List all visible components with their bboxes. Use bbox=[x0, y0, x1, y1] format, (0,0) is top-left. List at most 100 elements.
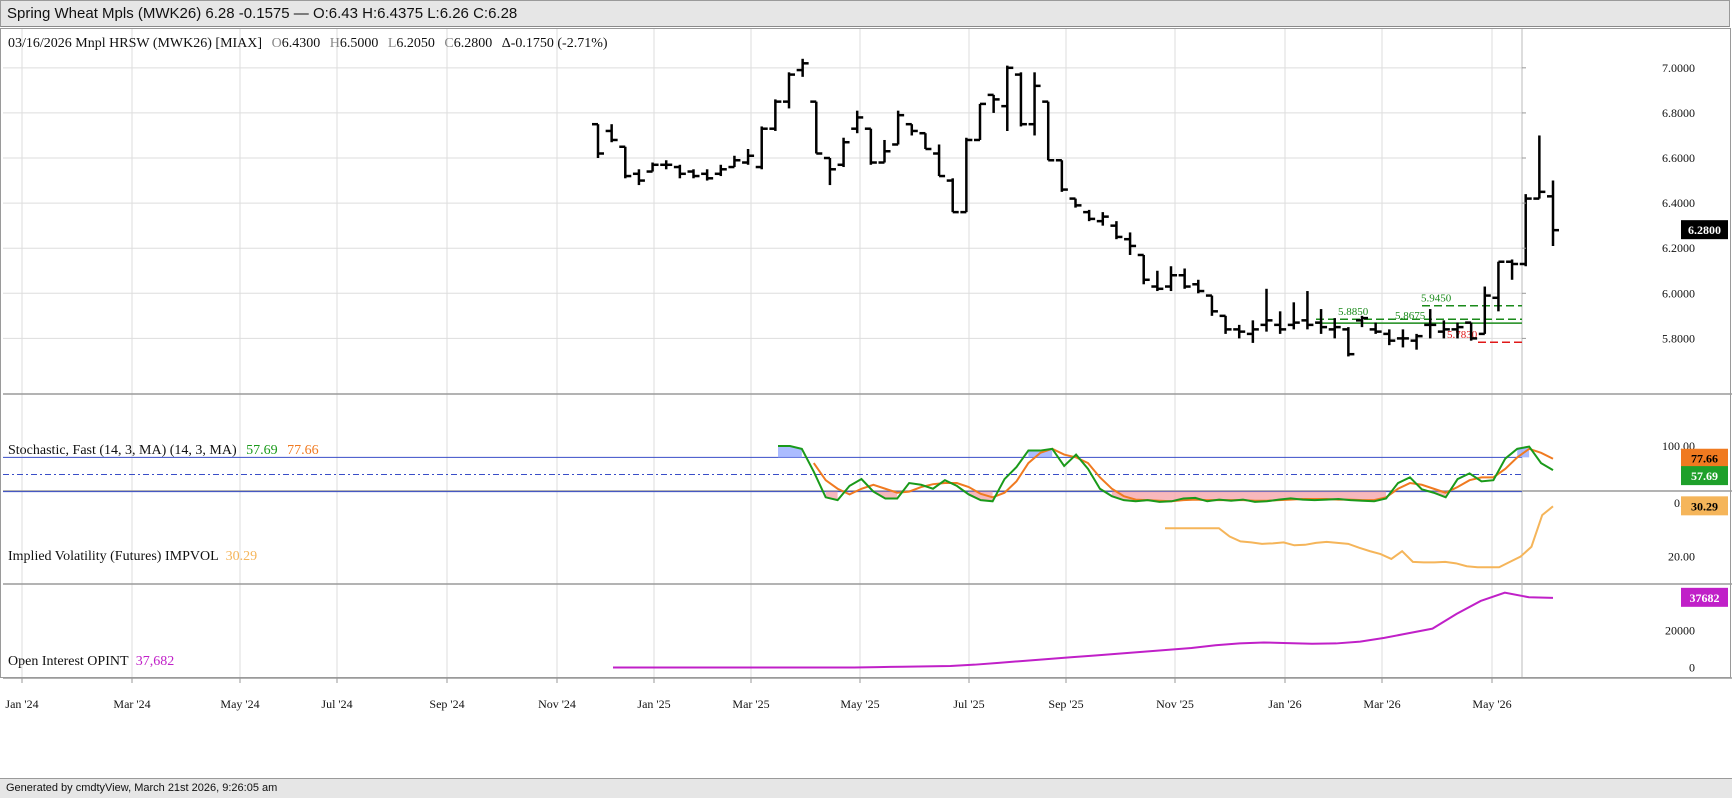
ohlc-bar bbox=[796, 58, 809, 77]
ohlc-bar bbox=[1301, 291, 1314, 330]
iv-header-value: 30.29 bbox=[226, 549, 258, 564]
x-tick-label: Jul '24 bbox=[321, 697, 352, 711]
ohlc-bar bbox=[1533, 135, 1546, 200]
ohlc-bar bbox=[919, 131, 932, 151]
oi-header-value: 37,682 bbox=[136, 654, 175, 669]
price-level-label: 5.8675 bbox=[1395, 310, 1426, 322]
ohlc-bar bbox=[1465, 321, 1478, 341]
price-level-label: 5.8850 bbox=[1338, 306, 1369, 318]
ohlc-bar bbox=[851, 110, 864, 134]
iv-line bbox=[1165, 505, 1554, 569]
ohlc-bar bbox=[1506, 259, 1519, 280]
badge-iv: 30.29 bbox=[1691, 499, 1718, 513]
price-header-change: Δ-0.1750 (-2.71%) bbox=[502, 36, 608, 51]
price-header-open: 6.4300 bbox=[282, 36, 321, 51]
x-tick-label: Jul '25 bbox=[953, 697, 984, 711]
price-panel-bg bbox=[3, 28, 1684, 394]
ohlc-bar bbox=[960, 137, 973, 214]
x-tick-label: Jan '25 bbox=[637, 697, 670, 711]
ohlc-bar bbox=[1055, 159, 1068, 192]
stoch-header: Stochastic, Fast (14, 3, MA) (14, 3, MA)… bbox=[8, 443, 319, 458]
ohlc-bar bbox=[1001, 65, 1014, 131]
ohlc-bar bbox=[974, 102, 986, 142]
ohlc-bar bbox=[1178, 268, 1191, 289]
ohlc-bar bbox=[823, 156, 836, 186]
x-tick-label: Sep '25 bbox=[1048, 697, 1083, 711]
panel-separators bbox=[0, 28, 1732, 679]
ohlc-bar bbox=[1083, 209, 1096, 222]
ohlc-bar bbox=[673, 164, 686, 179]
ohlc-bar bbox=[1219, 314, 1232, 334]
stoch-oversold-fill bbox=[873, 491, 898, 499]
stoch-k-line bbox=[778, 445, 1554, 503]
ohlc-bar bbox=[1396, 329, 1409, 348]
price-header-open-label: O bbox=[272, 36, 282, 51]
ohlc-bar bbox=[1287, 302, 1300, 330]
price-level-label: 5.9450 bbox=[1421, 293, 1452, 305]
ohlc-bar bbox=[1165, 266, 1177, 292]
price-tick-label: 6.8000 bbox=[1662, 106, 1695, 120]
ohlc-bar bbox=[946, 178, 959, 214]
ohlc-bar bbox=[1424, 309, 1437, 339]
price-tick-label: 7.0000 bbox=[1662, 61, 1695, 75]
ohlc-bar bbox=[1478, 286, 1491, 336]
stoch-header-label: Stochastic, Fast (14, 3, MA) (14, 3, MA) bbox=[8, 443, 237, 458]
ohlc-bar bbox=[701, 169, 714, 181]
ohlc-bar bbox=[1547, 180, 1559, 246]
ohlc-bar bbox=[1437, 320, 1450, 339]
ohlc-bar bbox=[837, 137, 850, 168]
x-tick-label: Nov '25 bbox=[1156, 697, 1194, 711]
window-titlebar: Spring Wheat Mpls (MWK26) 6.28 -0.1575 —… bbox=[0, 0, 1730, 27]
ohlc-bar bbox=[1451, 322, 1464, 339]
frame bbox=[0, 28, 1731, 678]
ohlc-bar bbox=[810, 100, 823, 155]
oi-tick-label: 20000 bbox=[1665, 624, 1695, 638]
badge-last-price: 6.2800 bbox=[1688, 223, 1721, 237]
footer-text: Generated by cmdtyView, March 21st 2026,… bbox=[6, 782, 278, 794]
stoch-overbought-fill bbox=[778, 446, 802, 458]
ohlc-bar bbox=[714, 164, 727, 177]
ohlc-bar bbox=[592, 122, 604, 159]
ohlc-bar bbox=[1096, 212, 1109, 226]
ohlc-bar bbox=[728, 155, 741, 169]
ohlc-bar bbox=[878, 139, 891, 164]
ohlc-bar bbox=[619, 145, 632, 179]
status-footer: Generated by cmdtyView, March 21st 2026,… bbox=[0, 778, 1732, 798]
badge-stoch-d-bg bbox=[1681, 448, 1728, 468]
badge-oi: 37682 bbox=[1690, 591, 1720, 605]
oi-header: Open Interest OPINT 37,682 bbox=[8, 654, 174, 669]
ohlc-bar bbox=[1260, 288, 1273, 332]
x-tick-label: Mar '24 bbox=[113, 697, 150, 711]
ohlc-bar bbox=[1233, 324, 1246, 339]
ohlc-bar bbox=[1192, 279, 1205, 294]
ohlc-bar bbox=[1137, 253, 1150, 285]
price-header-close-label: C bbox=[444, 36, 453, 51]
price-header-high: 6.5000 bbox=[340, 36, 379, 51]
x-tick-label: Mar '26 bbox=[1363, 697, 1400, 711]
ohlc-bar bbox=[1328, 318, 1341, 339]
iv-panel: 20.00 bbox=[1165, 505, 1695, 569]
x-tick-label: Mar '25 bbox=[732, 697, 769, 711]
x-tick-label: Jan '26 bbox=[1268, 697, 1301, 711]
price-axis: 7.0000 6.8000 6.6000 6.4000 6.2000 6.0000 5.80… bbox=[1522, 61, 1695, 345]
badge-stoch-d: 77.66 bbox=[1691, 452, 1718, 466]
stoch-d-line bbox=[812, 447, 1554, 503]
stoch-header-d: 77.66 bbox=[287, 443, 319, 458]
ohlc-bar bbox=[632, 169, 645, 186]
ohlc-bar bbox=[1274, 311, 1287, 334]
iv-tick-label: 20.00 bbox=[1668, 550, 1695, 564]
x-tick-label: May '26 bbox=[1472, 697, 1511, 711]
price-header-low: 6.2050 bbox=[396, 36, 435, 51]
ohlc-bar bbox=[660, 160, 673, 170]
ohlc-bar bbox=[1519, 194, 1532, 267]
price-header-low-label: L bbox=[388, 36, 397, 51]
ohlc-bar bbox=[1410, 333, 1423, 350]
x-tick-label: May '25 bbox=[840, 697, 879, 711]
ohlc-bar bbox=[1383, 329, 1396, 346]
x-tick-label: Jan '24 bbox=[5, 697, 38, 711]
chart-canvas[interactable]: 03/16/2026 Mnpl HRSW (MWK26) [MIAX] O6.4… bbox=[0, 28, 1732, 778]
x-tick-label: Sep '24 bbox=[429, 697, 464, 711]
price-tick-label: 6.2000 bbox=[1662, 241, 1695, 255]
x-axis: Jan '24 Mar '24 May '24 Jul '24 Sep '24 Nov '… bbox=[5, 678, 1512, 711]
